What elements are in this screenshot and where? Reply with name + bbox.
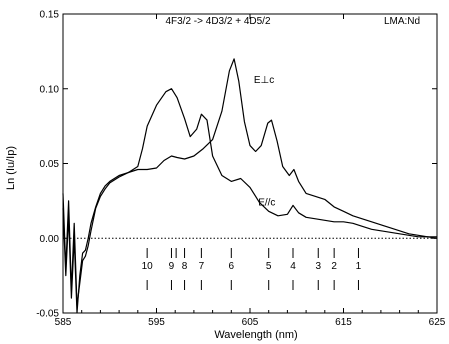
marker-label: 7 [199, 261, 205, 272]
marker-label: 2 [331, 261, 337, 272]
marker-label: 6 [229, 261, 235, 272]
series-line-e-par-c [62, 88, 438, 314]
x-axis-ticks: 585 595 605 615 625 [55, 14, 446, 328]
y-tick-label: -0.05 [36, 309, 59, 320]
marker-label: 8 [182, 261, 188, 272]
x-tick-label: 595 [148, 317, 165, 328]
y-tick-label: 0.15 [40, 10, 60, 21]
series-label: E⊥c [254, 75, 274, 86]
sample-label: LMA:Nd [384, 16, 420, 27]
x-tick-label: 615 [335, 317, 352, 328]
transition-markers: 10 9 8 7 6 5 4 3 2 1 [142, 248, 362, 290]
chart-title: 4F3/2 -> 4D3/2 + 4D5/2 [165, 16, 271, 27]
marker-label: 3 [315, 261, 321, 272]
series-labels: E⊥c E//c [254, 75, 276, 209]
x-tick-label: 585 [55, 317, 72, 328]
series-label: E//c [258, 197, 275, 208]
marker-label: 9 [169, 261, 175, 272]
x-tick-label: 605 [242, 317, 259, 328]
y-tick-label: 0.05 [40, 159, 60, 170]
y-axis-label: Ln (Iu/Ip) [5, 146, 17, 190]
marker-label: 10 [142, 261, 154, 272]
series-line-e-perp-c [62, 58, 437, 307]
y-tick-label: 0.00 [40, 234, 60, 245]
marker-label: 4 [290, 261, 296, 272]
marker-label: 5 [266, 261, 272, 272]
series-layer [62, 58, 438, 314]
x-axis-label: Wavelength (nm) [214, 329, 297, 341]
y-tick-label: 0.10 [40, 84, 60, 95]
x-tick-label: 625 [429, 317, 446, 328]
marker-label: 1 [356, 261, 362, 272]
